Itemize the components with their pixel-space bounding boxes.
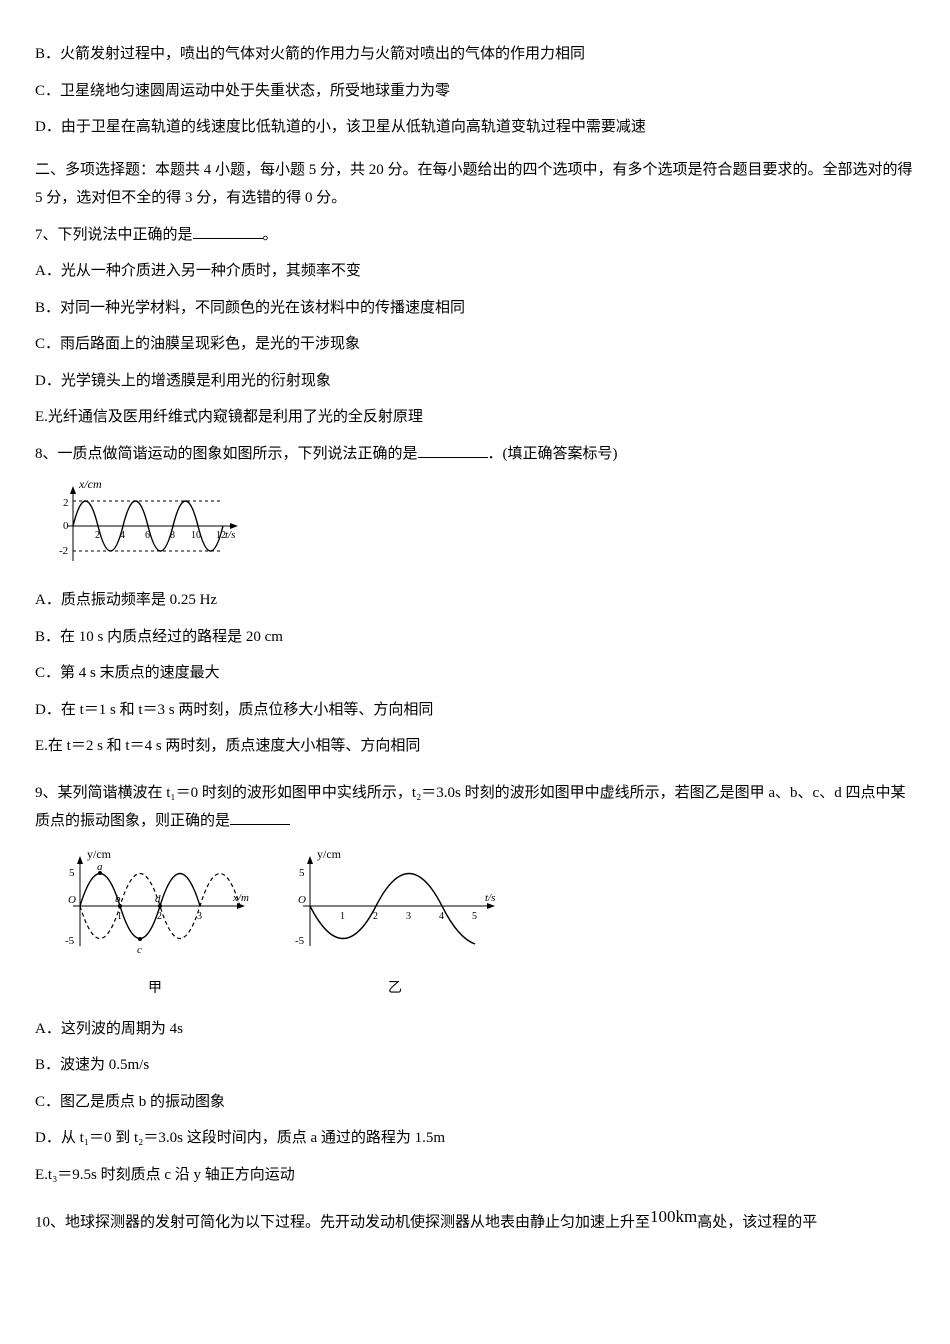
svg-text:t/s: t/s <box>485 892 495 904</box>
q8-ylabel: x/cm <box>78 477 102 491</box>
svg-text:c: c <box>137 944 142 956</box>
q9-stem-text: 9、某列简谐横波在 t₁＝0 时刻的波形如图甲中实线所示，t₂＝3.0s 时刻的… <box>35 785 905 830</box>
q9-c: C．图乙是质点 b 的振动图象 <box>35 1088 915 1117</box>
q9-figures: y/cm 5 -5 O 1 2 3 x/m a b c d 甲 <box>55 846 915 1003</box>
svg-text:d: d <box>155 893 161 905</box>
q7-stem: 7、下列说法中正确的是 。 <box>35 221 915 250</box>
svg-text:6: 6 <box>145 530 150 541</box>
q9-fig2-ylabel: y/cm <box>317 847 342 861</box>
svg-text:3: 3 <box>197 911 202 922</box>
svg-text:1: 1 <box>117 911 122 922</box>
svg-text:-5: -5 <box>65 935 75 947</box>
svg-text:2: 2 <box>157 911 162 922</box>
q8-b: B．在 10 s 内质点经过的路程是 20 cm <box>35 623 915 652</box>
q9-stem: 9、某列简谐横波在 t₁＝0 时刻的波形如图甲中实线所示，t₂＝3.0s 时刻的… <box>35 779 915 836</box>
q8-stem: 8、一质点做简谐运动的图象如图所示，下列说法正确的是 ．(填正确答案标号) <box>35 440 915 469</box>
q10-post: 高处，该过程的平 <box>697 1215 817 1231</box>
q8-figure: x/cm 2 -2 0 2 4 6 8 10 12 t/s <box>53 476 915 576</box>
q7-b: B．对同一种光学材料，不同颜色的光在该材料中的传播速度相同 <box>35 294 915 323</box>
svg-text:4: 4 <box>120 530 125 541</box>
q8-origin: 0 <box>63 520 69 532</box>
svg-text:2: 2 <box>373 911 378 922</box>
option-c: C．卫星绕地匀速圆周运动中处于失重状态，所受地球重力为零 <box>35 77 915 106</box>
svg-text:5: 5 <box>69 867 75 879</box>
svg-text:5: 5 <box>472 911 477 922</box>
q9-a: A．这列波的周期为 4s <box>35 1015 915 1044</box>
q8-xlabel: t/s <box>225 529 235 541</box>
q7-c: C．雨后路面上的油膜呈现彩色，是光的干涉现象 <box>35 330 915 359</box>
svg-text:1: 1 <box>340 911 345 922</box>
q8-a: A．质点振动频率是 0.25 Hz <box>35 586 915 615</box>
q7-d: D．光学镜头上的增透膜是利用光的衍射现象 <box>35 367 915 396</box>
svg-text:4: 4 <box>439 911 444 922</box>
q8-blank <box>418 442 488 458</box>
q8-c: C．第 4 s 末质点的速度最大 <box>35 659 915 688</box>
svg-text:10: 10 <box>191 530 201 541</box>
q8-stem-pre: 8、一质点做简谐运动的图象如图所示，下列说法正确的是 <box>35 446 418 462</box>
q9-fig1-wrap: y/cm 5 -5 O 1 2 3 x/m a b c d 甲 <box>55 846 255 1003</box>
q9-fig1-title: 甲 <box>55 976 255 1003</box>
svg-text:5: 5 <box>299 867 305 879</box>
q8-stem-post: ．(填正确答案标号) <box>488 446 618 462</box>
q10-value-box: 100km <box>650 1201 697 1233</box>
option-b: B．火箭发射过程中，喷出的气体对火箭的作用力与火箭对喷出的气体的作用力相同 <box>35 40 915 69</box>
q9-b: B．波速为 0.5m/s <box>35 1051 915 1080</box>
option-d: D．由于卫星在高轨道的线速度比低轨道的小，该卫星从低轨道向高轨道变轨过程中需要减… <box>35 113 915 142</box>
svg-text:8: 8 <box>170 530 175 541</box>
q8-d: D．在 t＝1 s 和 t＝3 s 两时刻，质点位移大小相等、方向相同 <box>35 696 915 725</box>
q7-a: A．光从一种介质进入另一种介质时，其频率不变 <box>35 257 915 286</box>
svg-text:x/m: x/m <box>232 892 249 904</box>
q9-fig2-wrap: y/cm 5 -5 O 1 2 3 4 5 t/s 乙 <box>285 846 505 1003</box>
q9-blank <box>230 809 290 825</box>
q9-fig2-title: 乙 <box>285 976 505 1003</box>
svg-text:2: 2 <box>95 530 100 541</box>
svg-text:b: b <box>115 893 121 905</box>
q7-e: E.光纤通信及医用纤维式内窥镜都是利用了光的全反射原理 <box>35 403 915 432</box>
q8-ytick-2: 2 <box>63 497 69 509</box>
q9-fig1-ylabel: y/cm <box>87 847 112 861</box>
q10-stem: 10、地球探测器的发射可简化为以下过程。先开动发动机使探测器从地表由静止匀加速上… <box>35 1207 915 1239</box>
q7-stem-pre: 7、下列说法中正确的是 <box>35 227 193 243</box>
q7-blank <box>193 223 263 239</box>
q7-stem-post: 。 <box>263 227 278 243</box>
svg-text:-5: -5 <box>295 935 305 947</box>
svg-text:3: 3 <box>406 911 411 922</box>
q9-d: D．从 t₁＝0 到 t₂＝3.0s 这段时间内，质点 a 通过的路程为 1.5… <box>35 1124 915 1153</box>
section-2-header: 二、多项选择题：本题共 4 小题，每小题 5 分，共 20 分。在每小题给出的四… <box>35 156 915 213</box>
svg-text:O: O <box>68 894 76 906</box>
q8-e: E.在 t＝2 s 和 t＝4 s 两时刻，质点速度大小相等、方向相同 <box>35 732 915 761</box>
q10-pre: 10、地球探测器的发射可简化为以下过程。先开动发动机使探测器从地表由静止匀加速上… <box>35 1215 650 1231</box>
svg-text:O: O <box>298 894 306 906</box>
q8-ytick-n2: -2 <box>59 545 68 557</box>
q9-e: E.t₃＝9.5s 时刻质点 c 沿 y 轴正方向运动 <box>35 1161 915 1190</box>
